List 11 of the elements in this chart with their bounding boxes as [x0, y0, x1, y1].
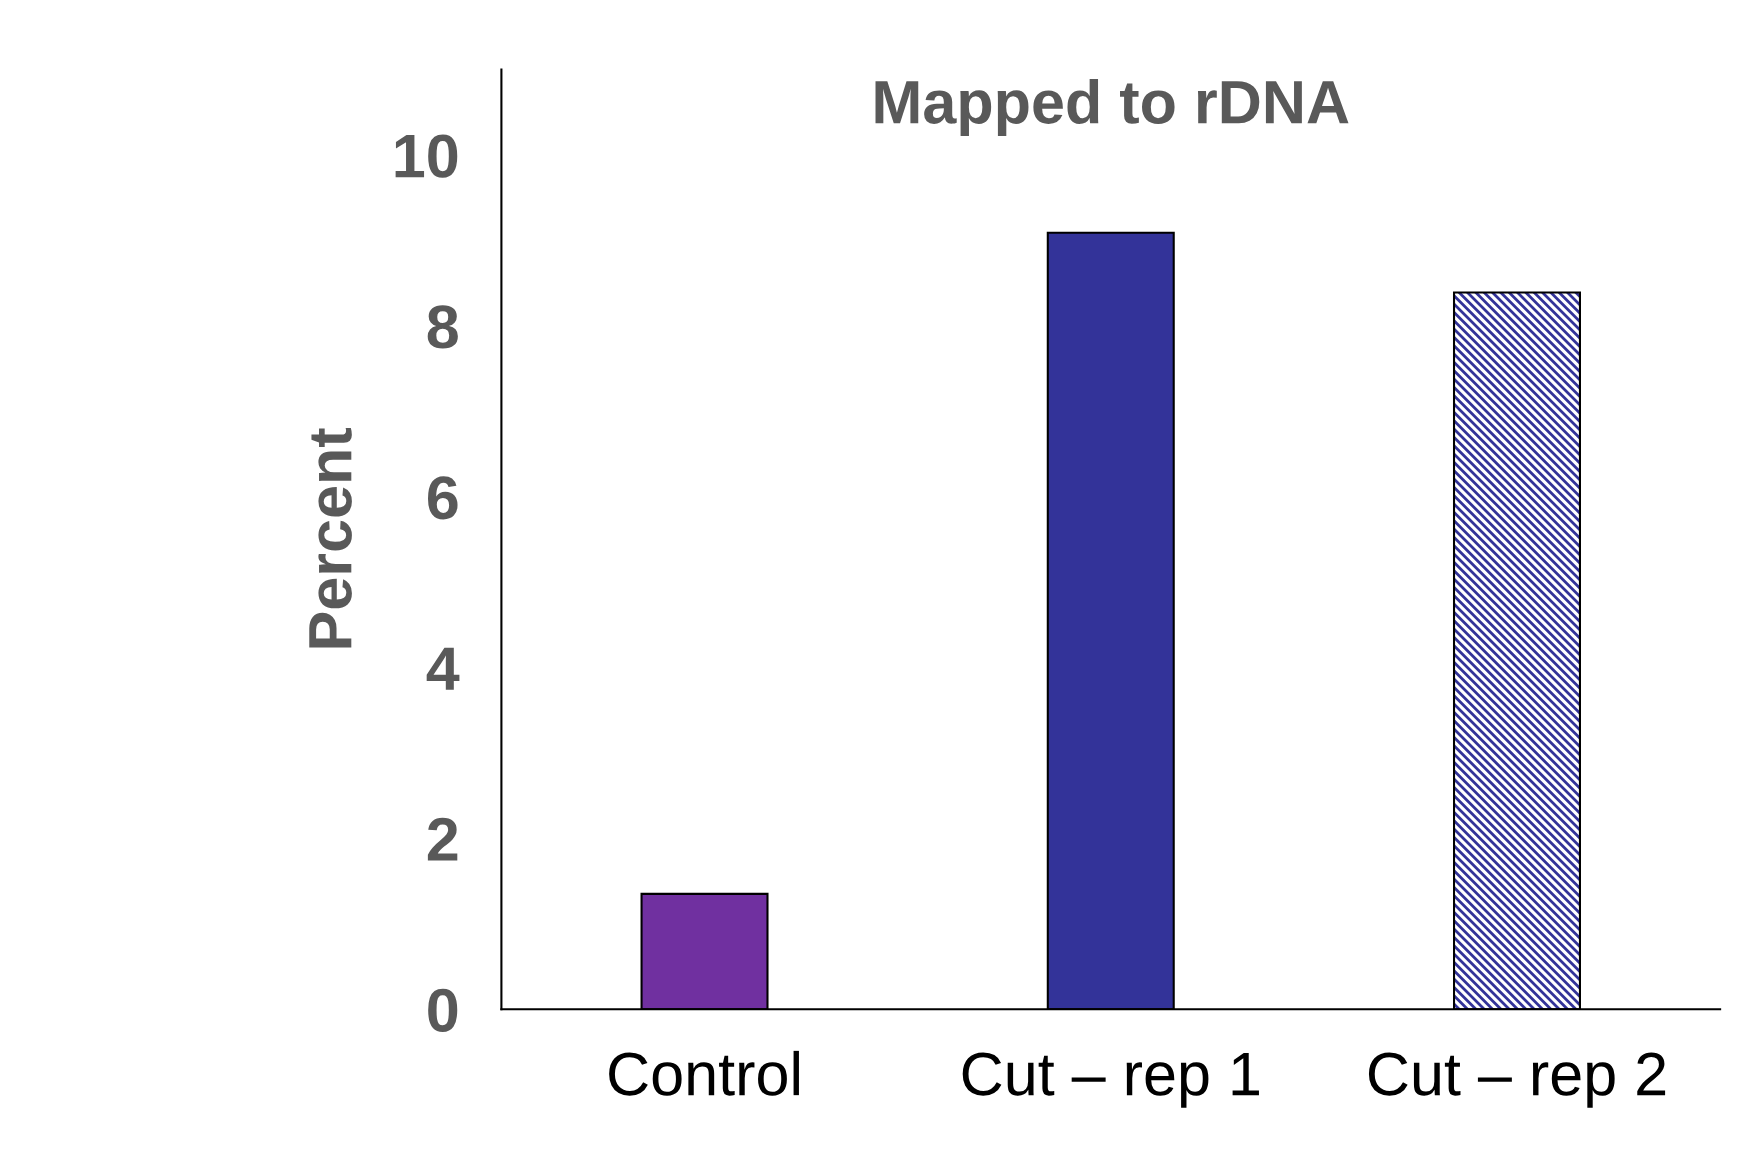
y-tick-label: 6	[427, 476, 458, 520]
x-tick-label: Control	[609, 1050, 799, 1096]
x-tick-label: Cut – rep 2	[1368, 1052, 1666, 1108]
y-tick-label: 4	[426, 647, 460, 690]
y-axis-title: Percent	[309, 428, 352, 648]
chart-title: Mapped to rDNA	[875, 79, 1349, 136]
y-tick-label: 10	[395, 134, 458, 178]
y-tick-label: 8	[427, 305, 458, 349]
y-tick-label: 0	[428, 988, 458, 1032]
y-tick-label: 2	[427, 817, 458, 861]
x-tick-label: Cut – rep 1	[962, 1052, 1259, 1108]
